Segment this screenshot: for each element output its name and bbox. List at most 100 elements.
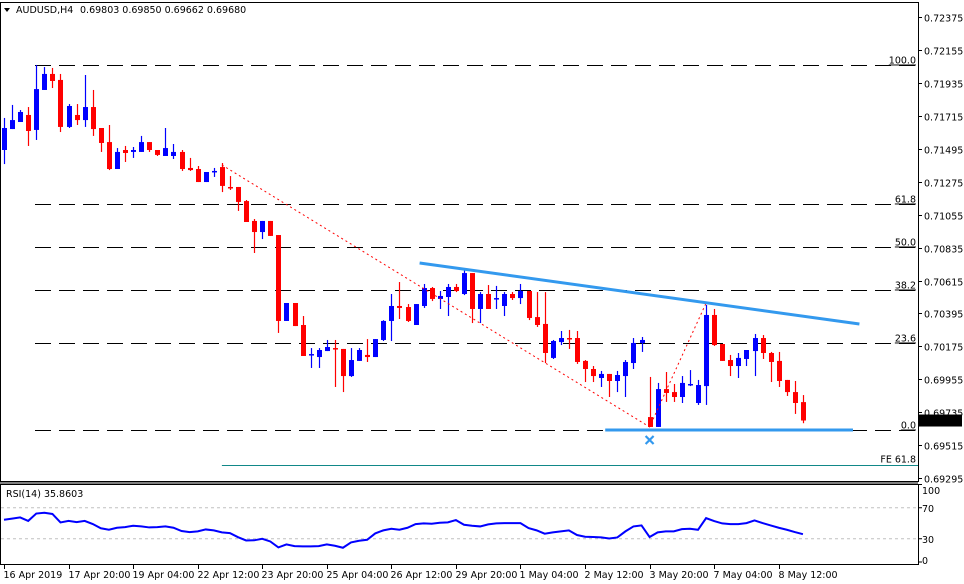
candle-body	[502, 294, 507, 306]
candle-body	[260, 220, 265, 233]
candle-body	[599, 373, 604, 378]
price-tick-label: 0.70835	[924, 245, 963, 256]
time-tick-label: 19 Apr 04:00	[133, 570, 195, 581]
candle-body	[744, 350, 749, 359]
candle-body	[10, 120, 15, 130]
candle-body	[2, 127, 7, 150]
candle-body	[696, 385, 701, 403]
candle-body	[26, 114, 31, 131]
price-tick-label: 0.71055	[924, 212, 963, 223]
fib-level-label: 61.8	[895, 195, 916, 206]
candle-body	[777, 360, 782, 381]
candle-body	[793, 392, 798, 403]
candle-body	[301, 325, 306, 356]
candle-body	[349, 360, 354, 377]
candle-body	[341, 348, 346, 377]
collapse-triangle-icon[interactable]	[4, 8, 10, 12]
candle-body	[567, 338, 572, 340]
candle-body	[615, 375, 620, 381]
candles	[2, 64, 806, 427]
candle-body	[220, 167, 225, 186]
time-tick-label: 17 Apr 20:00	[69, 570, 131, 581]
time-tick-label: 26 Apr 12:00	[391, 570, 453, 581]
candle-body	[268, 220, 273, 236]
candle-body	[83, 107, 88, 121]
time-tick-label: 25 Apr 04:00	[327, 570, 389, 581]
price-tick-label: 0.72155	[924, 47, 963, 58]
candle-body	[712, 314, 717, 346]
candle-body	[91, 107, 96, 130]
candle-body	[688, 383, 693, 386]
candle-body	[58, 79, 63, 127]
candle-body	[648, 417, 653, 427]
candle-body	[583, 360, 588, 370]
candle-body	[462, 273, 467, 295]
candle-body	[381, 320, 386, 340]
time-tick-label: 2 May 12:00	[585, 570, 644, 581]
candle-body	[631, 342, 636, 364]
candle-body	[414, 304, 419, 325]
rsi-tick-label: 30	[922, 535, 934, 546]
x-mark-icon	[644, 435, 655, 445]
candle-body	[212, 170, 217, 173]
candle-body	[559, 338, 564, 343]
candle-body	[171, 151, 176, 156]
fe-level-label: FE 61.8	[880, 455, 916, 466]
candle-body	[518, 291, 523, 299]
candle-body	[180, 151, 185, 170]
candle-body	[801, 402, 806, 421]
candle-body	[510, 294, 515, 299]
candle-body	[309, 354, 314, 356]
price-tick-label: 0.69515	[924, 442, 963, 453]
main-panel-frame	[0, 2, 919, 482]
candle-body	[333, 348, 338, 350]
candle-body	[446, 286, 451, 298]
candle-body	[551, 341, 556, 358]
resistance-trendline[interactable]	[419, 261, 860, 326]
rsi-tick-label: 0	[922, 556, 928, 567]
time-tick-label: 23 Apr 20:00	[262, 570, 324, 581]
candle-body	[276, 235, 281, 321]
candle-body	[115, 151, 120, 170]
candle-body	[163, 148, 168, 156]
candle-body	[42, 73, 47, 90]
fib-level-label: 100.0	[889, 56, 916, 67]
symbol-label: AUDUSD,H4	[16, 5, 73, 16]
candle-body	[123, 150, 128, 153]
candle-body	[284, 302, 289, 321]
price-tick-label: 0.71495	[924, 146, 963, 157]
candle-body	[470, 273, 475, 309]
candle-body	[672, 392, 677, 398]
candle-body	[680, 382, 685, 398]
candle-body	[236, 186, 241, 202]
candle-body	[75, 114, 80, 121]
candle-body	[454, 286, 459, 292]
candle-body	[640, 339, 645, 343]
rsi-label: RSI(14) 35.8603	[6, 489, 83, 500]
fib-level-label: 0.0	[901, 421, 916, 432]
candle-body	[486, 294, 491, 309]
candle-body	[131, 150, 136, 152]
candle-body	[293, 302, 298, 327]
zigzag-dotted-line[interactable]	[221, 164, 707, 428]
candle-body	[50, 73, 55, 81]
candle-body	[728, 360, 733, 367]
candle-body	[389, 305, 394, 321]
time-tick-label: 22 Apr 12:00	[198, 570, 260, 581]
candle-body	[34, 89, 39, 130]
time-axis: 16 Apr 2019 17 Apr 20:00 19 Apr 04:00 22 Ap…	[4, 565, 838, 581]
candle-body	[228, 186, 233, 189]
candle-body	[397, 305, 402, 308]
price-tick-label: 0.70615	[924, 278, 963, 289]
candle-body	[769, 352, 774, 362]
time-tick-label: 8 May 12:00	[779, 570, 838, 581]
candle-body	[704, 314, 709, 387]
candle-body	[494, 298, 499, 300]
trendlines[interactable]	[221, 164, 860, 445]
rsi-panel-frame	[0, 484, 919, 565]
candle-body	[720, 344, 725, 361]
candle-body	[438, 295, 443, 299]
candle-body	[591, 369, 596, 377]
